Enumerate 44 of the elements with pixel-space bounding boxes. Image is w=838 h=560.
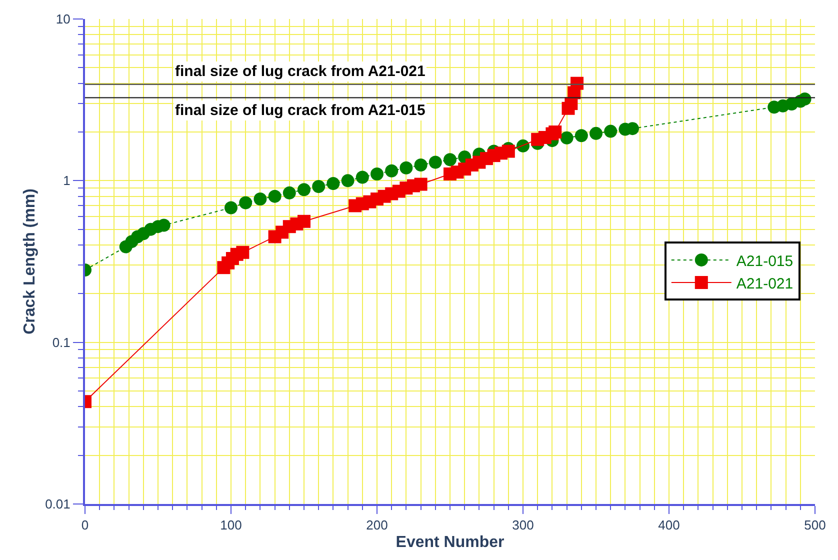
point [356,170,369,184]
point [428,156,442,169]
y-tick-label: 1 [63,173,70,188]
point [254,192,267,206]
y-axis-title: Crack Length (mm) [21,188,38,334]
point [444,153,456,166]
x-tick-label: 300 [512,518,534,533]
point [224,201,238,214]
x-tick-label: 500 [804,518,826,533]
point [326,177,340,190]
point [298,183,310,196]
x-axis-title: Event Number [396,534,504,551]
ref-line-label: final size of lug crack from A21-021 [175,63,426,80]
point [560,131,574,144]
y-tick-label: 0.01 [45,496,70,512]
x-tick-label: 400 [658,518,680,533]
point [341,174,354,188]
point [570,76,584,90]
y-tick-label: 10 [56,12,70,27]
y-tick-label: 0.1 [52,334,70,350]
x-tick-label: 100 [220,518,242,533]
point [604,124,618,138]
ref-line-label: final size of lug crack from A21-015 [175,102,426,119]
point [590,126,602,140]
legend-label: A21-021 [736,275,794,292]
point [516,139,530,152]
point [370,167,384,180]
point [282,186,296,200]
point [239,196,252,210]
legend-label: A21-015 [736,252,794,270]
point [502,144,515,158]
point [414,178,428,191]
point [626,122,639,136]
point [312,180,326,194]
point [548,126,562,138]
point [268,190,282,203]
x-tick-label: 200 [366,518,388,533]
point [298,214,310,228]
point [574,129,588,142]
point [400,161,413,174]
point [236,246,250,259]
point [414,158,428,172]
point [385,164,398,178]
x-tick-label: 0 [81,518,89,533]
